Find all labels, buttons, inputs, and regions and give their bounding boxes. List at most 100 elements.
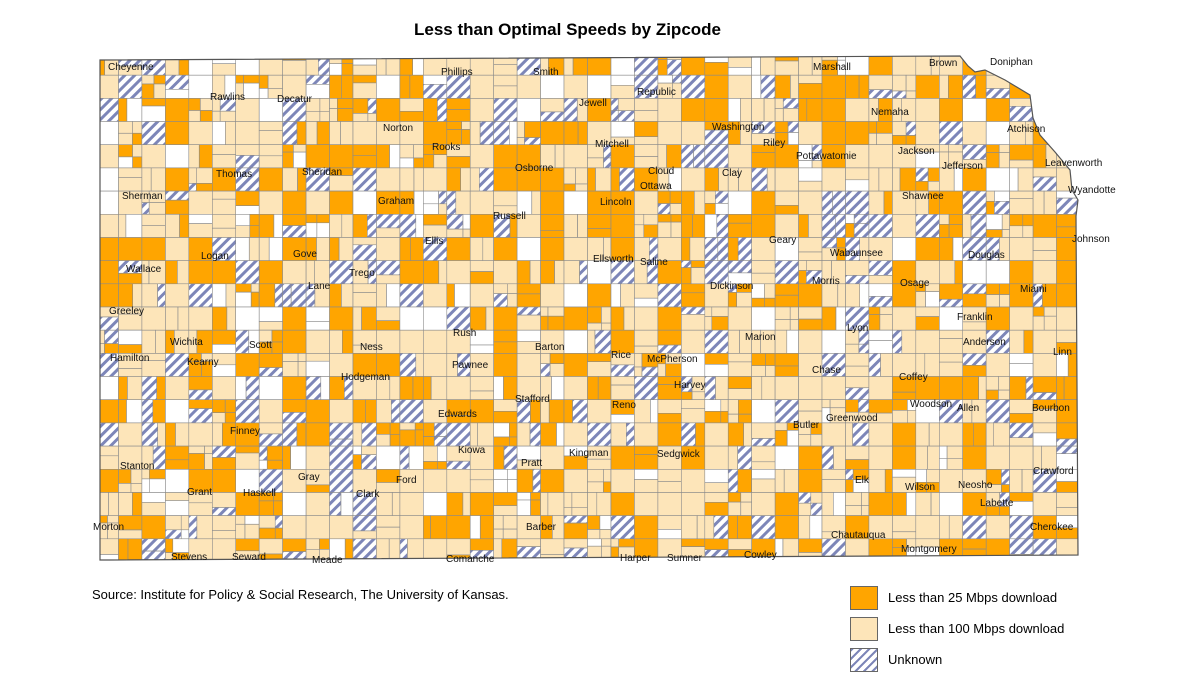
zipcode-area xyxy=(634,422,659,447)
zipcode-area xyxy=(258,56,284,76)
zipcode-area xyxy=(892,121,907,136)
zipcode-area xyxy=(469,214,495,238)
zipcode-area xyxy=(563,492,573,508)
zipcode-area xyxy=(798,399,823,412)
zipcode-area xyxy=(305,121,318,146)
zipcode-area xyxy=(376,283,387,308)
zipcode-area xyxy=(258,422,284,435)
zipcode-area xyxy=(657,468,682,482)
zipcode-area xyxy=(751,365,767,377)
zipcode-area xyxy=(100,144,119,169)
zipcode-area xyxy=(100,445,119,457)
zipcode-area xyxy=(704,237,719,262)
zipcode-area xyxy=(1009,376,1027,401)
zipcode-area xyxy=(727,292,738,308)
zipcode-area xyxy=(821,190,833,215)
zipcode-area xyxy=(141,105,166,122)
zipcode-area xyxy=(165,353,190,377)
county-label-kiowa: Kiowa xyxy=(458,445,486,456)
zipcode-area xyxy=(858,343,870,354)
zipcode-area xyxy=(798,251,823,261)
zipcode-area xyxy=(212,457,237,470)
zipcode-area xyxy=(845,283,861,308)
zipcode-area xyxy=(704,316,713,331)
zipcode-area xyxy=(680,56,706,76)
county-label-woodson: Woodson xyxy=(910,399,952,410)
zipcode-area xyxy=(727,222,753,238)
zipcode-area xyxy=(1056,422,1078,440)
zipcode-area xyxy=(868,260,893,276)
zipcode-area xyxy=(704,445,729,470)
zipcode-area xyxy=(786,329,799,354)
zipcode-area xyxy=(212,283,227,308)
zipcode-area xyxy=(258,260,284,285)
zipcode-area xyxy=(235,329,249,354)
zipcode-area xyxy=(282,225,307,238)
zipcode-area xyxy=(258,515,276,529)
zipcode-area xyxy=(563,283,588,308)
zipcode-area xyxy=(235,283,252,293)
zipcode-area xyxy=(727,306,753,331)
county-label-hodgeman: Hodgeman xyxy=(341,372,390,383)
county-label-riley: Riley xyxy=(763,138,785,149)
zipcode-area xyxy=(258,155,284,169)
zipcode-area xyxy=(727,56,753,68)
zipcode-area xyxy=(690,267,706,285)
zipcode-area xyxy=(336,108,354,122)
zipcode-area xyxy=(798,270,807,285)
zipcode-area xyxy=(258,445,268,461)
county-label-republic: Republic xyxy=(637,87,676,98)
zipcode-area xyxy=(587,492,598,517)
zipcode-area xyxy=(235,353,260,377)
zipcode-area xyxy=(399,167,415,192)
zipcode-area xyxy=(408,445,424,470)
zipcode-area xyxy=(118,492,133,517)
zipcode-area xyxy=(832,492,846,517)
zipcode-area xyxy=(446,237,471,262)
zipcode-area xyxy=(540,306,549,317)
zipcode-area xyxy=(962,321,987,331)
zipcode-area xyxy=(1056,445,1078,455)
zipcode-area xyxy=(258,321,284,331)
zipcode-area xyxy=(601,322,612,331)
zipcode-area xyxy=(563,121,579,146)
zipcode-area xyxy=(657,283,682,308)
zipcode-area xyxy=(1009,445,1034,470)
zipcode-area xyxy=(290,283,307,308)
zipcode-area xyxy=(774,167,799,192)
zipcode-area xyxy=(352,155,377,169)
zipcode-area xyxy=(460,167,471,192)
zipcode-area xyxy=(845,387,870,400)
zipcode-area xyxy=(422,203,439,215)
zipcode-area xyxy=(212,63,237,76)
county-label-greeley: Greeley xyxy=(109,306,144,317)
zipcode-area xyxy=(751,260,776,274)
zipcode-area xyxy=(524,121,541,138)
zipcode-area xyxy=(915,214,940,238)
zipcode-area xyxy=(212,445,237,458)
zipcode-area xyxy=(634,306,659,331)
zipcode-area xyxy=(572,399,588,424)
zipcode-area xyxy=(704,353,729,365)
zipcode-area xyxy=(305,484,330,493)
zipcode-area xyxy=(634,445,659,455)
county-label-ottawa: Ottawa xyxy=(640,181,672,192)
zipcode-area xyxy=(305,538,320,550)
zipcode-area xyxy=(727,413,739,424)
zipcode-area xyxy=(789,319,799,331)
zipcode-area xyxy=(493,399,518,412)
zipcode-area xyxy=(104,343,119,354)
zipcode-area xyxy=(927,167,940,182)
zipcode-area xyxy=(1009,363,1034,377)
zipcode-area xyxy=(798,468,823,493)
zipcode-area xyxy=(399,144,414,159)
zipcode-area xyxy=(774,319,791,331)
county-label-nemaha: Nemaha xyxy=(871,107,909,118)
zipcode-area xyxy=(798,260,807,271)
zipcode-area xyxy=(948,214,963,225)
zipcode-area xyxy=(352,190,377,215)
zipcode-area xyxy=(329,121,341,146)
zipcode-area xyxy=(204,453,213,470)
zipcode-area xyxy=(352,82,377,99)
zipcode-area xyxy=(329,144,354,169)
